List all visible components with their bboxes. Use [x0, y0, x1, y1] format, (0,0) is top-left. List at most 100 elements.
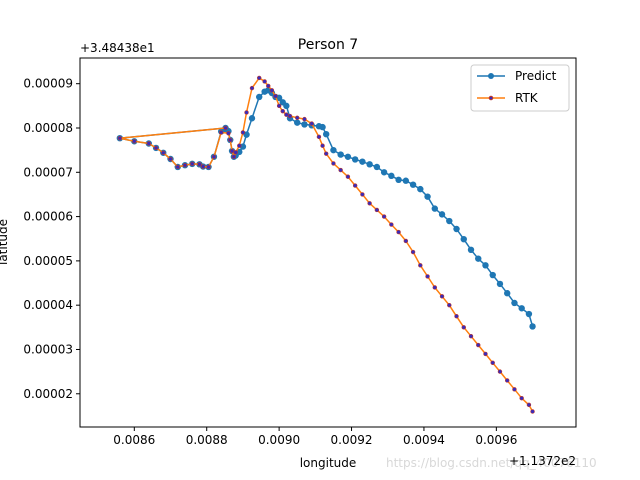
plot-area: [116, 75, 536, 414]
data-point: [257, 75, 262, 81]
data-point: [345, 174, 351, 179]
data-point: [248, 115, 256, 122]
data-point: [512, 387, 517, 392]
data-point: [518, 305, 525, 312]
data-point: [475, 255, 482, 262]
data-point: [168, 156, 173, 162]
data-point: [519, 396, 524, 401]
data-point: [490, 360, 495, 365]
data-point: [229, 148, 235, 154]
data-point: [262, 79, 267, 84]
data-point: [467, 246, 475, 254]
data-point: [424, 193, 431, 200]
data-point: [330, 146, 337, 154]
data-point: [438, 211, 446, 218]
data-point: [190, 161, 195, 167]
data-point: [505, 378, 510, 383]
data-point: [453, 225, 460, 233]
data-point: [153, 145, 159, 151]
data-point: [197, 162, 202, 167]
data-point: [374, 207, 380, 213]
data-point: [352, 183, 358, 188]
data-point: [316, 134, 322, 140]
data-point: [425, 274, 430, 279]
data-point: [276, 103, 282, 109]
legend: Predict RTK: [470, 64, 570, 112]
data-point: [351, 156, 359, 163]
chart-title: Person 7: [298, 37, 358, 53]
data-point: [511, 299, 518, 307]
data-point: [233, 150, 238, 155]
data-point: [218, 130, 224, 135]
data-point: [161, 150, 166, 155]
data-point: [236, 148, 243, 156]
data-point: [529, 323, 536, 330]
data-point: [439, 294, 445, 299]
ticks: 0.0086 0.0088 0.0090 0.0092 0.0094 0.0096 0.00…: [23, 77, 517, 447]
data-point: [175, 164, 180, 170]
data-point: [226, 131, 231, 136]
data-point: [410, 249, 416, 255]
data-point: [431, 205, 439, 212]
data-point: [200, 164, 206, 169]
data-point: [228, 137, 233, 143]
data-point: [132, 139, 137, 144]
data-point: [294, 119, 301, 126]
x-tick-label: 0.0096: [475, 433, 517, 447]
y-tick-label: 0.00006: [23, 210, 73, 224]
data-point: [240, 130, 246, 135]
data-point: [409, 181, 417, 188]
data-point: [331, 161, 336, 166]
data-point: [117, 135, 123, 141]
y-tick-label: 0.00009: [23, 77, 73, 91]
data-point: [418, 263, 423, 268]
y-tick-label: 0.00005: [23, 254, 73, 268]
data-point: [287, 113, 293, 119]
data-point: [266, 83, 271, 89]
data-point: [301, 121, 308, 128]
data-point: [381, 214, 387, 219]
data-point: [323, 151, 329, 156]
data-point: [320, 143, 325, 148]
x-tick-label: 0.0090: [258, 433, 300, 447]
data-point: [223, 125, 228, 131]
data-point: [482, 262, 489, 269]
data-point: [446, 217, 453, 225]
data-point: [380, 169, 388, 176]
data-point: [231, 154, 237, 159]
data-point: [530, 409, 535, 414]
legend-rtk-marker: [488, 95, 494, 101]
data-point: [460, 235, 467, 243]
data-point: [389, 222, 394, 227]
data-point: [237, 143, 242, 148]
data-point: [283, 102, 290, 110]
y-tick-label: 0.00007: [23, 165, 73, 179]
data-point: [476, 342, 481, 348]
axes-frame: [79, 57, 577, 428]
x-tick-label: 0.0086: [113, 433, 155, 447]
data-point: [309, 121, 314, 126]
data-point: [366, 161, 373, 168]
data-point: [395, 176, 402, 184]
data-point: [322, 130, 330, 138]
data-point: [461, 325, 466, 330]
data-point: [256, 93, 263, 101]
data-point: [373, 163, 381, 171]
data-point: [497, 369, 503, 374]
data-point: [146, 141, 151, 146]
data-point: [525, 310, 533, 318]
series-rtk: [117, 75, 535, 414]
x-tick-label: 0.0088: [186, 433, 228, 447]
data-point: [182, 163, 188, 168]
y-tick-label: 0.00008: [23, 121, 73, 135]
data-point: [432, 285, 438, 290]
data-point: [496, 280, 504, 288]
data-point: [319, 123, 326, 131]
data-point: [504, 290, 511, 297]
x-offset-label: +1.1372e2: [509, 454, 576, 468]
data-point: [249, 85, 255, 91]
data-point: [295, 115, 300, 121]
data-point: [447, 302, 452, 308]
legend-predict-label: Predict: [515, 69, 557, 83]
